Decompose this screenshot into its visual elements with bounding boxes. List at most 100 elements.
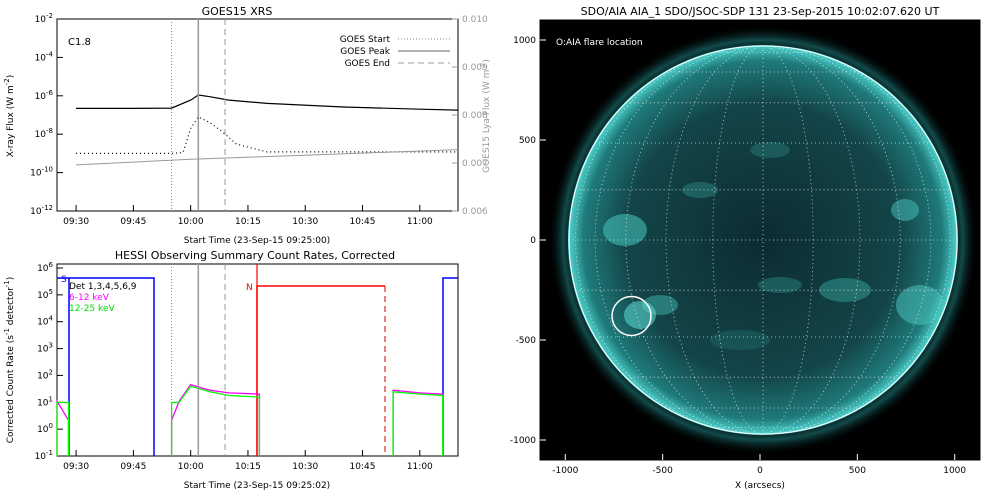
hessi-y-tick-label: 105 xyxy=(37,288,53,301)
goes-y-tick-label: 10-6 xyxy=(35,89,54,102)
aia-x-tick-label: -1000 xyxy=(552,466,578,476)
aia-longitude-line xyxy=(762,47,814,433)
hessi-panel: HESSI Observing Summary Count Rates, Cor… xyxy=(3,249,459,491)
hessi-series xyxy=(56,383,444,456)
hessi-y-tick-label: 106 xyxy=(37,261,53,274)
hessi-series-6-12-keV xyxy=(170,383,261,456)
aia-x-tick-label: -500 xyxy=(652,466,673,476)
goes-right-y-tick-label: 0.006 xyxy=(462,207,488,217)
hessi-y-tick-label: 101 xyxy=(37,395,53,408)
goes-panel: GOES15 XRS 10-2 10-4 10-6 10-8 10-10 10-12 0.… xyxy=(3,5,492,246)
goes-x-tick-label: 10:00 xyxy=(178,217,204,227)
aia-x-tick-label: 1000 xyxy=(943,466,966,476)
aia-y-tick-label: -500 xyxy=(516,336,537,346)
hessi-x-tick-label: 09:30 xyxy=(63,462,89,472)
hessi-night-n-line xyxy=(256,285,385,456)
aia-y-tick-label: 500 xyxy=(519,136,536,146)
aia-title: SDO/AIA AIA_1 SDO/JSOC-SDP 131 23-Sep-20… xyxy=(581,5,940,18)
goes-legend-end: GOES End xyxy=(345,59,390,69)
hessi-x-tick-label: 10:00 xyxy=(178,462,204,472)
aia-flare-location-marker xyxy=(611,295,652,337)
aia-x-axis-label: X (arcsecs) xyxy=(735,481,785,491)
hessi-legend-high: 12-25 keV xyxy=(69,304,115,314)
goes-legend: GOES Start GOES Peak GOES End xyxy=(340,35,450,69)
goes-class-label: C1.8 xyxy=(68,37,91,48)
goes-x-tick-label: 10:45 xyxy=(350,217,376,227)
hessi-x-tick-label: 10:30 xyxy=(292,462,318,472)
goes-x-tick-label: 10:15 xyxy=(235,217,261,227)
goes-y-tick-label: 10-4 xyxy=(35,50,54,63)
aia-longitude-line xyxy=(762,47,901,433)
aia-axis-ticks: -1000 -500 0 500 1000 1000 500 0 -500 -1000 xyxy=(510,36,967,476)
goes-right-y-tick-label: 0.010 xyxy=(462,15,488,25)
hessi-flag-s: S xyxy=(61,275,67,285)
goes-x-tick-label: 10:30 xyxy=(292,217,318,227)
hessi-attenuator-s-line-3 xyxy=(442,277,458,456)
aia-x-tick-label: 500 xyxy=(849,466,866,476)
aia-longitude-line xyxy=(625,47,764,433)
hessi-vlines xyxy=(171,264,226,456)
goes-legend-start: GOES Start xyxy=(340,35,391,45)
goes-y-tick-label: 10-2 xyxy=(35,12,53,25)
hessi-title: HESSI Observing Summary Count Rates, Cor… xyxy=(115,249,395,262)
hessi-series-12-25-keV xyxy=(392,391,444,456)
hessi-legend-low: 6-12 keV xyxy=(69,293,110,303)
hessi-state-lines xyxy=(57,264,458,456)
hessi-y-tick-label: 104 xyxy=(37,315,53,328)
goes-y-tick-label: 10-10 xyxy=(30,166,53,179)
hessi-flag-n: N xyxy=(246,283,253,293)
hessi-y-axis-label: Corrected Count Rate (s-1 detector-1) xyxy=(3,277,16,444)
hessi-x-tick-label: 10:45 xyxy=(350,462,376,472)
aia-lat-lon-grid xyxy=(570,47,956,433)
goes-right-y-tick-label: 0.009 xyxy=(462,63,488,73)
aia-panel: SDO/AIA AIA_1 SDO/JSOC-SDP 131 23-Sep-20… xyxy=(510,5,981,491)
goes-y-tick-label: 10-8 xyxy=(35,127,53,140)
goes-x-tick-label: 09:30 xyxy=(63,217,89,227)
goes-vlines xyxy=(171,19,226,211)
aia-longitude-line xyxy=(594,47,764,433)
aia-longitude-line xyxy=(762,47,932,433)
hessi-x-axis-label: Start Time (23-Sep-15 09:25:02) xyxy=(184,481,330,491)
hessi-y-tick-label: 103 xyxy=(37,342,53,355)
goes-y-tick-label: 10-12 xyxy=(30,204,53,217)
goes-x-tick-label: 11:00 xyxy=(407,217,433,227)
hessi-series-6-12-keV xyxy=(56,398,70,456)
goes-right-y-tick-label: 0.008 xyxy=(462,111,488,121)
goes-right-y-tick-label: 0.007 xyxy=(462,159,488,169)
hessi-y-tick-label: 100 xyxy=(37,422,53,435)
goes-x-tick-label: 09:45 xyxy=(120,217,146,227)
aia-y-tick-label: 0 xyxy=(530,236,536,246)
aia-legend: O:AIA flare location xyxy=(556,38,643,48)
goes-y-axis-label: X-ray Flux (W m-2) xyxy=(3,75,16,157)
goes-series-lya xyxy=(76,149,459,166)
goes-series xyxy=(76,94,459,166)
hessi-y-ticks: 106 105 104 103 102 101 100 10-1 xyxy=(35,261,63,462)
goes-legend-peak: GOES Peak xyxy=(340,47,390,57)
hessi-x-tick-label: 10:15 xyxy=(235,462,261,472)
hessi-legend-det: Det 1,3,4,5,6,9 xyxy=(69,282,137,292)
aia-y-tick-label: -1000 xyxy=(510,436,536,446)
goes-plot-frame xyxy=(56,18,459,212)
goes-series-long xyxy=(76,94,459,111)
goes-right-y-ticks: 0.010 0.009 0.008 0.007 0.006 xyxy=(452,15,488,217)
goes-right-y-axis-label: GOES15 Lya Flux (W m-2) xyxy=(479,59,492,173)
goes-series-short xyxy=(76,116,458,154)
hessi-series-12-25-keV xyxy=(56,401,70,456)
goes-x-axis-label: Start Time (23-Sep-15 09:25:00) xyxy=(184,236,330,246)
hessi-x-tick-label: 11:00 xyxy=(407,462,433,472)
goes-title: GOES15 XRS xyxy=(202,5,273,18)
aia-solar-disk xyxy=(568,45,958,435)
hessi-legend: Det 1,3,4,5,6,9 6-12 keV 12-25 keV xyxy=(69,282,137,314)
aia-limb-outline xyxy=(568,45,958,435)
hessi-y-tick-label: 10-1 xyxy=(35,449,53,462)
hessi-x-ticks: 09:30 09:45 10:00 10:15 10:30 10:45 11:00 xyxy=(63,450,433,472)
hessi-series-12-25-keV xyxy=(170,385,261,456)
aia-active-regions xyxy=(603,142,944,350)
goes-y-ticks: 10-2 10-4 10-6 10-8 10-10 10-12 xyxy=(30,12,63,217)
hessi-series-6-12-keV xyxy=(392,389,444,456)
hessi-x-tick-label: 09:45 xyxy=(120,462,146,472)
aia-y-tick-label: 1000 xyxy=(513,36,536,46)
aia-x-tick-label: 0 xyxy=(757,466,763,476)
hessi-y-tick-label: 102 xyxy=(37,368,53,381)
